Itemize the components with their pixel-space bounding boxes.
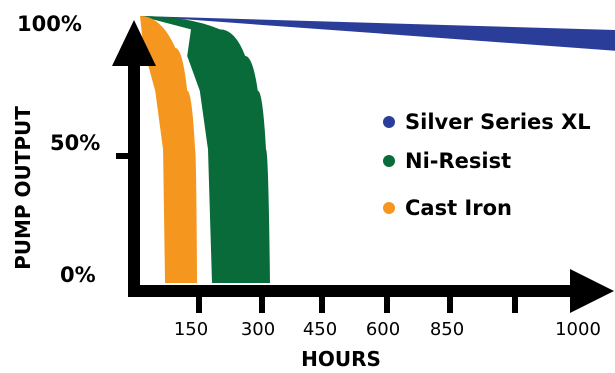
- y-tick-label-100: 100%: [17, 12, 82, 36]
- legend-label-silver-series-xl: Silver Series XL: [405, 110, 591, 134]
- x-axis-title: HOURS: [301, 347, 381, 371]
- legend: Silver Series XL Ni-Resist Cast Iron: [383, 110, 591, 220]
- legend-marker-silver-series-xl: [383, 116, 395, 128]
- y-axis-title: PUMP OUTPUT: [11, 106, 35, 270]
- y-tick-label-0: 0%: [60, 263, 96, 287]
- series-area-ni-resist: [140, 16, 270, 283]
- series-area-cast-iron: [140, 16, 198, 283]
- y-tick-marks: [116, 153, 134, 159]
- legend-label-ni-resist: Ni-Resist: [405, 149, 511, 173]
- legend-label-cast-iron: Cast Iron: [405, 196, 512, 220]
- x-tick-label-600: 600: [366, 319, 400, 340]
- axes: [112, 20, 614, 313]
- x-tick-mark-150: [196, 295, 202, 313]
- x-axis-arrowhead: [570, 269, 614, 313]
- x-tick-mark-600: [384, 295, 390, 313]
- legend-marker-cast-iron: [383, 202, 395, 214]
- x-tick-label-450: 450: [303, 319, 337, 340]
- x-tick-label-1000: 1000: [555, 319, 601, 340]
- y-axis-arrowhead: [112, 20, 156, 66]
- x-tick-label-150: 150: [174, 319, 208, 340]
- x-tick-mark-unlabeled: [512, 295, 518, 313]
- x-tick-mark-300: [259, 295, 265, 313]
- x-tick-mark-450: [319, 295, 325, 313]
- x-tick-mark-850: [447, 295, 453, 313]
- x-tick-label-300: 300: [241, 319, 275, 340]
- series-areas: [140, 16, 615, 283]
- series-area-silver-series-xl: [140, 16, 615, 51]
- legend-marker-ni-resist: [383, 155, 395, 167]
- y-tick-mark-50: [116, 153, 134, 159]
- x-tick-marks: [196, 295, 518, 313]
- x-tick-label-850: 850: [430, 319, 464, 340]
- y-tick-label-50: 50%: [50, 131, 100, 155]
